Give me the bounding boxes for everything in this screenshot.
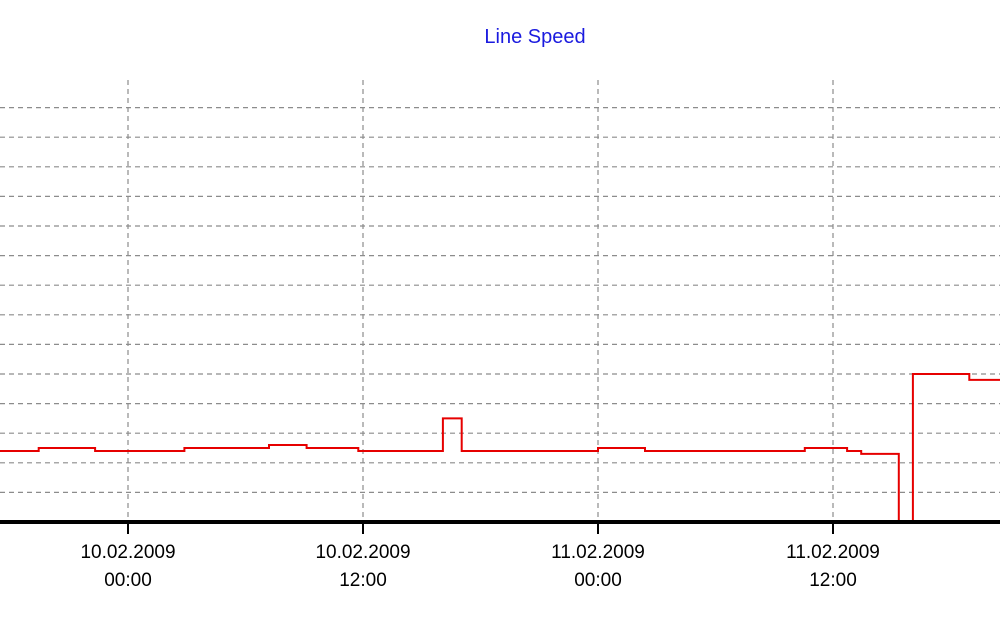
x-tick-time-1: 00:00: [104, 570, 152, 591]
grid: [0, 80, 1000, 534]
x-tick-time-3: 00:00: [574, 570, 622, 591]
x-tick-time-2: 12:00: [339, 570, 387, 591]
x-tick-date-4: 11.02.2009: [786, 542, 880, 563]
x-tick-date-1: 10.02.2009: [80, 542, 175, 563]
x-tick-time-4: 12:00: [809, 570, 857, 591]
series-line-0: [0, 148, 1000, 523]
x-tick-date-2: 10.02.2009: [315, 542, 410, 563]
x-tick-labels: 09.02.200912:0010.02.200900:0010.02.2009…: [80, 542, 880, 591]
x-tick-date-3: 11.02.2009: [551, 542, 645, 563]
chart-title: Line Speed: [484, 26, 586, 48]
series-layer: [0, 148, 1000, 523]
